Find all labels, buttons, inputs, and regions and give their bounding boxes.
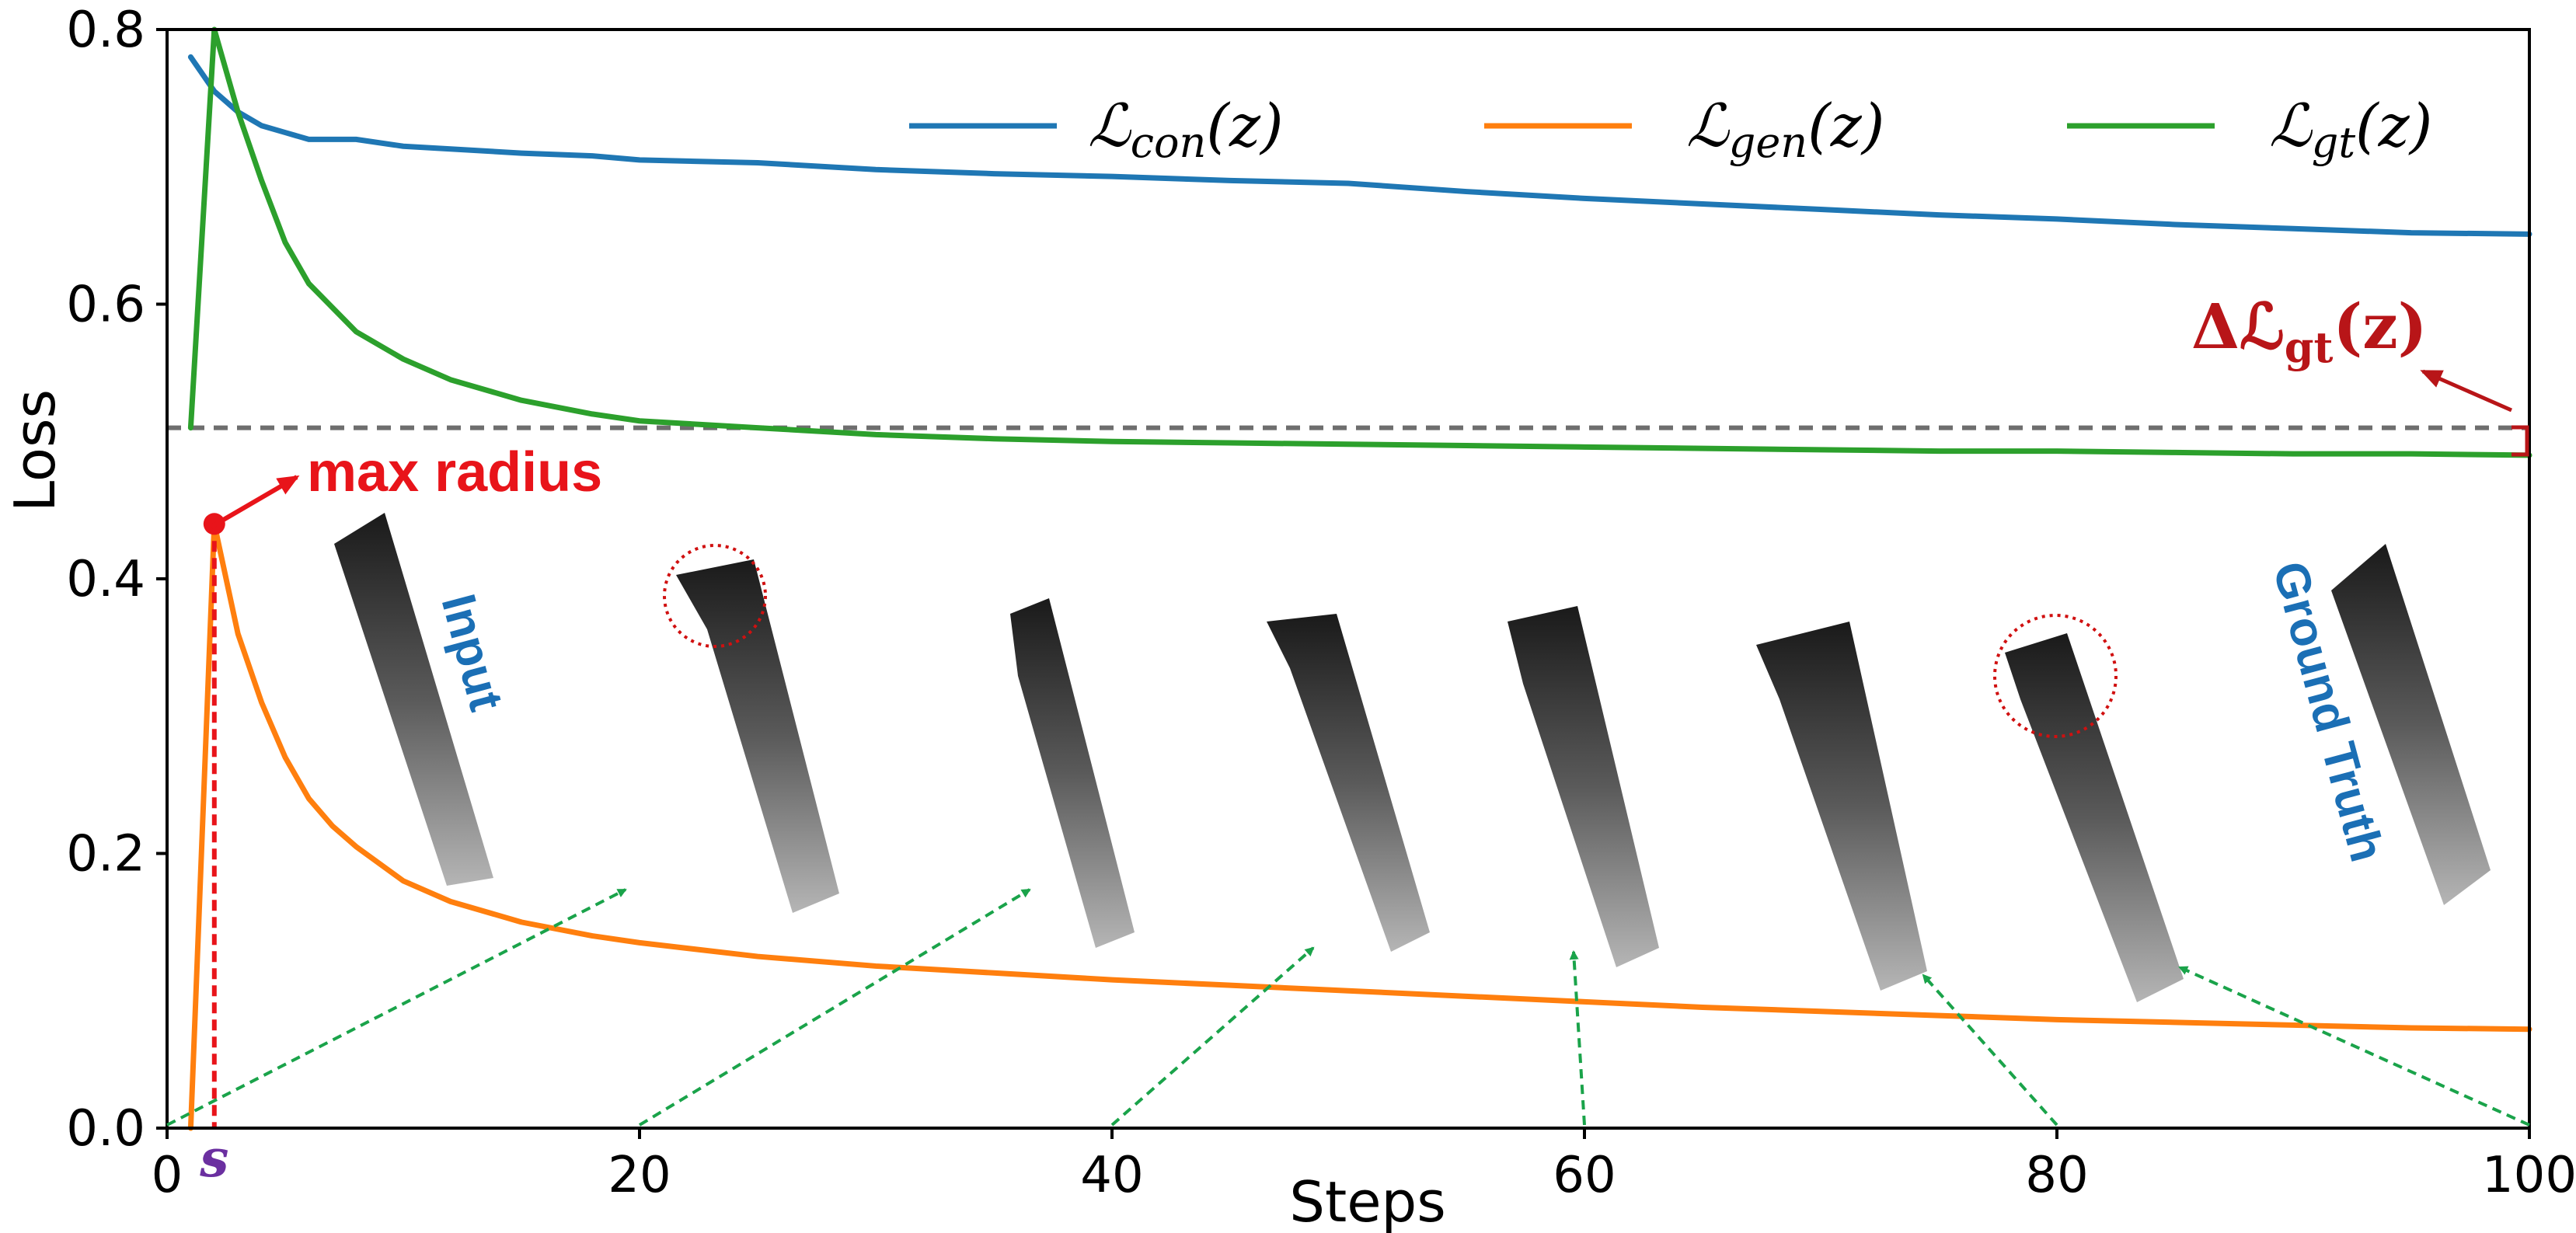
y-tick-label: 0.8 bbox=[66, 2, 145, 59]
y-tick-label: 0.0 bbox=[66, 1100, 145, 1158]
legend-label-gt: ℒgt(z) bbox=[2269, 91, 2432, 167]
depth-thumb-4 bbox=[1508, 606, 1659, 967]
delta-gt-arrow bbox=[2420, 369, 2513, 413]
depth-thumb-ground-truth bbox=[2331, 544, 2491, 905]
step-arrow-80 bbox=[1922, 974, 2058, 1127]
legend: ℒcon(z) ℒgen(z) ℒgt(z) bbox=[909, 91, 2432, 167]
y-tick-label: 0.6 bbox=[66, 277, 145, 334]
depth-thumb-5 bbox=[1756, 622, 1927, 991]
step-arrow-40 bbox=[1110, 946, 1315, 1127]
legend-label-gen: ℒgen(z) bbox=[1686, 91, 1884, 167]
arrows-layer bbox=[166, 888, 2530, 1127]
x-tick-label: 0 bbox=[152, 1147, 183, 1204]
depth-thumb-2 bbox=[1010, 598, 1135, 948]
highlight-circle-1 bbox=[663, 544, 767, 648]
input-label: Input bbox=[430, 589, 513, 716]
delta-gt-bracket bbox=[2512, 425, 2529, 457]
depth-thumbnails bbox=[334, 513, 2491, 1002]
s-marker-label: s bbox=[199, 1128, 228, 1189]
y-tick-label: 0.4 bbox=[66, 551, 145, 608]
max-radius-label: max radius bbox=[307, 441, 602, 503]
depth-thumb-1 bbox=[676, 559, 839, 913]
legend-label-con: ℒcon(z) bbox=[1088, 91, 1284, 167]
series-line-con bbox=[187, 54, 2532, 237]
x-tick-label: 40 bbox=[1080, 1147, 1143, 1204]
step-arrow-20 bbox=[638, 888, 1031, 1127]
highlight-circle-2 bbox=[1993, 614, 2118, 738]
series-layer bbox=[187, 26, 2532, 1131]
y-tick-label: 0.2 bbox=[66, 826, 145, 883]
step-arrow-60 bbox=[1569, 950, 1586, 1126]
series-line-gt bbox=[187, 26, 2532, 458]
step-arrow-0 bbox=[166, 888, 627, 1127]
series-line-gen bbox=[187, 521, 2532, 1131]
x-axis-label: Steps bbox=[1289, 1169, 1445, 1233]
depth-thumb-6 bbox=[2005, 633, 2184, 1002]
x-tick-label: 100 bbox=[2482, 1147, 2576, 1204]
y-axis-label: Loss bbox=[2, 389, 68, 512]
depth-thumb-input bbox=[334, 513, 493, 886]
delta-gt-label: Δℒgt(z) bbox=[2191, 290, 2428, 372]
x-tick-label: 80 bbox=[2025, 1147, 2088, 1204]
depth-thumb-3 bbox=[1267, 614, 1430, 952]
x-tick-label: 20 bbox=[608, 1147, 671, 1204]
step-arrow-100 bbox=[2178, 966, 2530, 1127]
x-tick-label: 60 bbox=[1553, 1147, 1616, 1204]
max-radius-arrow bbox=[210, 475, 300, 529]
